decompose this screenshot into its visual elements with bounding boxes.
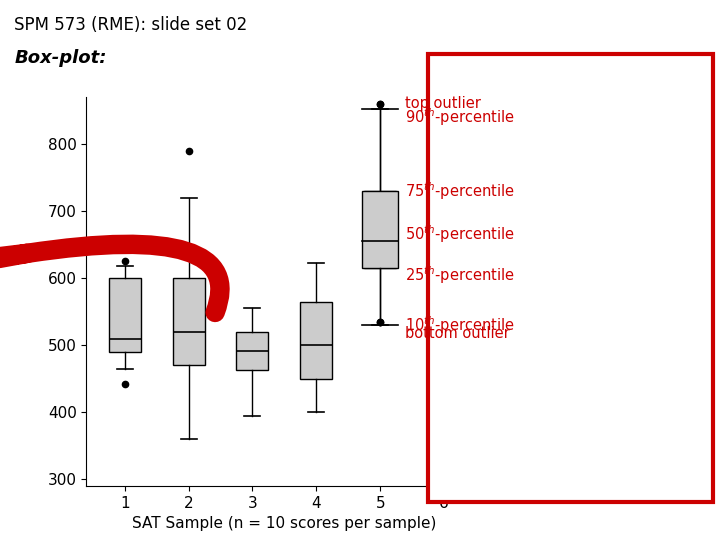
PathPatch shape: [109, 278, 140, 352]
X-axis label: SAT Sample (n = 10 scores per sample): SAT Sample (n = 10 scores per sample): [132, 516, 436, 531]
PathPatch shape: [428, 265, 460, 325]
Text: bottom outlier: bottom outlier: [405, 326, 510, 341]
Text: 10$^{th}$-percentile: 10$^{th}$-percentile: [405, 314, 515, 336]
Text: 50$^{th}$-percentile: 50$^{th}$-percentile: [405, 224, 515, 245]
PathPatch shape: [173, 278, 204, 366]
Text: Box-plot:: Box-plot:: [14, 49, 107, 66]
PathPatch shape: [364, 191, 396, 268]
PathPatch shape: [300, 302, 333, 379]
Text: top outlier: top outlier: [405, 97, 481, 111]
Text: 25$^{th}$-percentile: 25$^{th}$-percentile: [405, 264, 515, 286]
Text: 90$^{th}$-percentile: 90$^{th}$-percentile: [405, 106, 515, 127]
PathPatch shape: [236, 332, 269, 370]
Text: 75$^{th}$-percentile: 75$^{th}$-percentile: [405, 180, 515, 202]
Text: SPM 573 (RME): slide set 02: SPM 573 (RME): slide set 02: [14, 16, 248, 34]
